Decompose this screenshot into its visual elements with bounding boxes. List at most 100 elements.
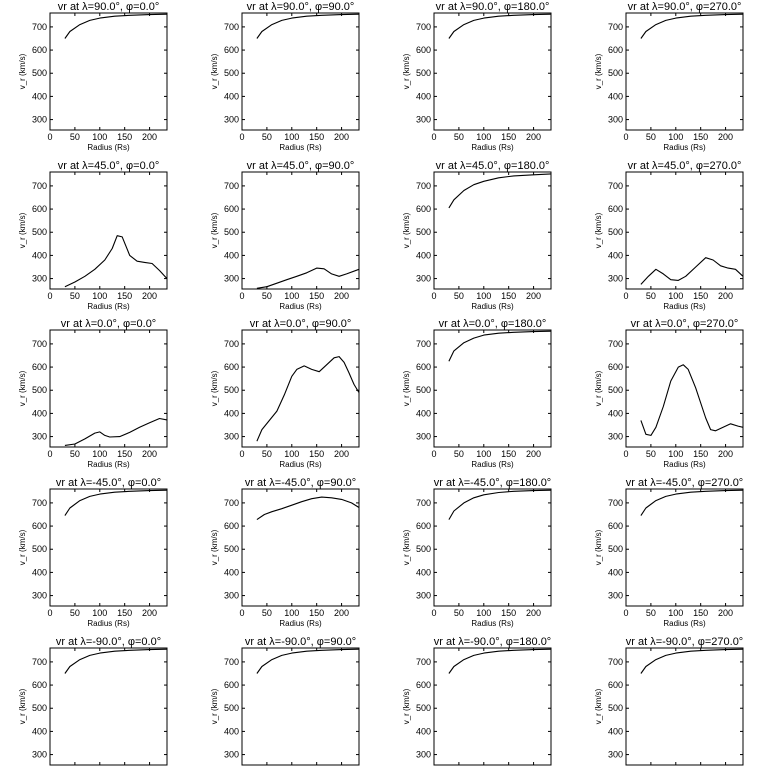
x-tick-label: 50: [454, 291, 464, 301]
panel: vr at λ=0.0°, φ=90.0° 0 50 100 150 200 300 400 5…: [210, 318, 360, 469]
x-tick-label: 50: [646, 608, 656, 618]
y-tick-label: 600: [608, 204, 623, 214]
plot-frame: [49, 647, 168, 766]
y-tick-label: 600: [416, 680, 431, 690]
plot-frame: [433, 171, 552, 290]
panel-title: vr at λ=-90.0°, φ=270.0°: [626, 636, 743, 648]
y-tick-label: 300: [224, 750, 239, 760]
series-line: [256, 13, 360, 39]
y-tick-label: 600: [224, 521, 239, 531]
y-tick-label: 700: [32, 498, 47, 508]
y-tick-label: 300: [416, 115, 431, 125]
plot-frame: [49, 329, 168, 448]
y-tick-label: 300: [416, 750, 431, 760]
x-tick-label: 100: [668, 291, 683, 301]
x-tick-label: 50: [454, 132, 464, 142]
x-tick-label: 200: [334, 132, 349, 142]
y-tick-label: 400: [224, 250, 239, 260]
plot-frame: [241, 488, 360, 607]
x-tick-label: 100: [284, 291, 299, 301]
y-tick-label: 500: [416, 385, 431, 395]
y-tick-label: 300: [608, 432, 623, 442]
x-tick-label: 100: [476, 608, 491, 618]
y-axis-label: v_r (km/s): [18, 212, 27, 248]
x-tick-label: 150: [309, 132, 324, 142]
x-tick-label: 0: [431, 132, 436, 142]
x-tick-label: 0: [47, 608, 52, 618]
y-tick-label: 700: [32, 181, 47, 191]
y-tick-label: 300: [608, 274, 623, 284]
x-tick-label: 0: [239, 132, 244, 142]
x-tick-label: 100: [668, 132, 683, 142]
x-tick-label: 200: [526, 132, 541, 142]
y-tick-label: 600: [416, 45, 431, 55]
x-tick-label: 100: [92, 449, 107, 459]
plot-frame: [241, 171, 360, 290]
y-tick-label: 700: [416, 22, 431, 32]
x-axis-label: Radius (Rs): [471, 143, 514, 152]
x-axis-label: Radius (Rs): [471, 460, 514, 469]
y-tick-label: 700: [32, 339, 47, 349]
y-tick-label: 700: [608, 657, 623, 667]
series-line: [448, 648, 552, 674]
x-axis-label: Radius (Rs): [663, 619, 706, 628]
y-tick-label: 400: [224, 91, 239, 101]
series-line: [256, 648, 360, 674]
panel-title: vr at λ=90.0°, φ=270.0°: [628, 1, 742, 13]
y-axis-label: v_r (km/s): [402, 212, 411, 248]
panel: vr at λ=-90.0°, φ=180.0°0501001502003004…: [402, 636, 552, 768]
y-tick-label: 300: [608, 750, 623, 760]
x-tick-label: 0: [239, 291, 244, 301]
x-tick-label: 150: [501, 608, 516, 618]
y-tick-label: 700: [224, 657, 239, 667]
y-tick-label: 700: [416, 657, 431, 667]
x-tick-label: 150: [309, 449, 324, 459]
plot-frame: [625, 488, 744, 607]
y-axis-label: v_r (km/s): [18, 529, 27, 565]
y-tick-label: 600: [416, 521, 431, 531]
panel: vr at λ=-45.0°, φ=270.0° 0 50 100 150 200 300 4…: [594, 477, 744, 628]
x-tick-label: 0: [623, 449, 628, 459]
panel-title: vr at λ=45.0°, φ=270.0°: [628, 160, 742, 172]
x-tick-label: 200: [718, 449, 733, 459]
x-tick-label: 150: [117, 291, 132, 301]
y-axis-label: v_r (km/s): [18, 370, 27, 406]
y-tick-label: 300: [224, 115, 239, 125]
x-tick-label: 100: [92, 132, 107, 142]
plot-frame: [241, 12, 360, 131]
y-tick-label: 300: [224, 432, 239, 442]
plot-frame: [433, 488, 552, 607]
x-axis-label: Radius (Rs): [87, 302, 130, 311]
y-tick-label: 500: [608, 68, 623, 78]
y-tick-label: 400: [32, 91, 47, 101]
y-tick-label: 300: [224, 274, 239, 284]
y-tick-label: 700: [608, 22, 623, 32]
x-tick-label: 150: [117, 132, 132, 142]
panel: vr at λ=45.0°, φ=180.0° 0 50 100 150 200 300 40…: [402, 160, 552, 311]
y-tick-label: 700: [224, 22, 239, 32]
y-tick-label: 400: [608, 567, 623, 577]
panel: vr at λ=45.0°, φ=90.0° 0 50 100 150 200 300 400…: [210, 160, 360, 311]
y-tick-label: 300: [32, 750, 47, 760]
x-tick-label: 50: [262, 291, 272, 301]
panel: vr at λ=90.0°, φ=90.0° 0 50 100 150 200 300 400…: [210, 1, 360, 152]
panel-title: vr at λ=-90.0°, φ=180.0°: [434, 636, 551, 648]
y-tick-label: 500: [416, 703, 431, 713]
plot-frame: [49, 488, 168, 607]
plot-frame: [433, 329, 552, 448]
y-tick-label: 600: [608, 680, 623, 690]
y-tick-label: 600: [32, 680, 47, 690]
y-tick-label: 300: [32, 115, 47, 125]
x-tick-label: 0: [623, 608, 628, 618]
x-tick-label: 0: [47, 132, 52, 142]
x-axis-label: Radius (Rs): [471, 302, 514, 311]
plot-frame: [625, 12, 744, 131]
x-tick-label: 50: [454, 608, 464, 618]
y-tick-label: 500: [416, 68, 431, 78]
y-tick-label: 400: [416, 91, 431, 101]
x-tick-label: 0: [431, 291, 436, 301]
y-axis-label: v_r (km/s): [402, 688, 411, 724]
x-axis-label: Radius (Rs): [279, 619, 322, 628]
